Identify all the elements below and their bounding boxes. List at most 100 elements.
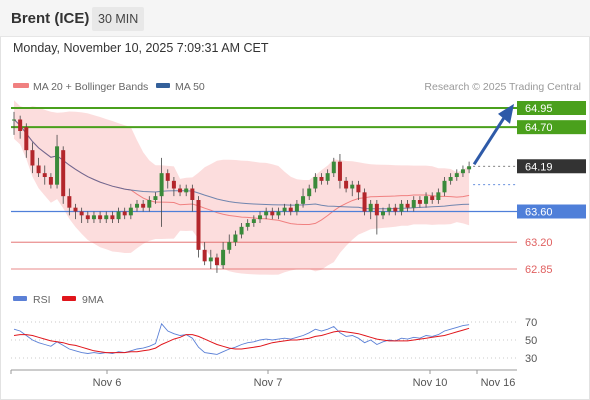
candle-body — [147, 200, 152, 208]
rsi-line — [13, 322, 470, 355]
candle-body — [24, 127, 29, 151]
bollinger-band-area — [14, 100, 470, 275]
forecast-arrow — [472, 103, 514, 166]
candle-body — [110, 215, 115, 220]
candle-body — [467, 166, 472, 170]
candle-body — [128, 207, 133, 216]
rsi-ma-legend-label: 9MA — [82, 294, 104, 306]
level-labels: 64.95 64.70 64.19 63.60 63.20 62.85 — [517, 101, 586, 276]
candle-body — [319, 177, 324, 181]
candle-body — [381, 211, 385, 216]
candle-body — [356, 184, 361, 193]
x-axis-label: Nov 10 — [413, 377, 448, 389]
bollinger-band — [14, 100, 470, 275]
timeframe-button[interactable]: 30 MIN — [92, 7, 145, 31]
candle-body — [208, 257, 213, 262]
pivot-label-box — [517, 204, 586, 219]
candle-body — [270, 211, 275, 216]
candle-body — [18, 119, 23, 131]
candle-body — [331, 161, 336, 174]
candle-body — [178, 188, 183, 193]
x-axis-label: Nov 6 — [93, 377, 122, 389]
candle-body — [258, 215, 262, 220]
candle-body — [417, 200, 422, 204]
pivot-label: 63.60 — [525, 207, 553, 219]
candle-body — [135, 203, 139, 208]
ma20-legend-label: MA 20 + Bollinger Bands — [33, 81, 148, 93]
candle-body — [374, 203, 379, 216]
x-axis-label: Nov 7 — [254, 377, 283, 389]
candle-body — [159, 173, 164, 197]
candle-body — [190, 188, 195, 200]
datetime-label: Monday, November 10, 2025 7:09:31 AM CET — [13, 41, 269, 55]
candle-body — [98, 215, 103, 220]
candle-body — [214, 257, 219, 266]
resistance-label: 64.70 — [525, 122, 553, 134]
candle-body — [436, 192, 441, 200]
candle-body — [368, 203, 373, 212]
x-axis-label: Nov 16 — [481, 377, 516, 389]
candle-body — [79, 211, 84, 216]
candle-body — [221, 249, 226, 266]
rsi-legend-swatch — [13, 296, 27, 301]
candle-body — [288, 207, 293, 212]
candle-body — [227, 242, 232, 250]
current-price-label: 64.19 — [525, 161, 553, 173]
candle-body — [85, 215, 90, 220]
resistance-label: 64.95 — [525, 103, 553, 115]
candle-body — [184, 188, 189, 193]
candle-body — [104, 215, 109, 220]
candle-body — [91, 215, 96, 220]
candle-body — [325, 173, 330, 181]
candle-body — [61, 150, 66, 197]
candle-body — [448, 177, 453, 181]
ma50-legend-swatch — [156, 83, 170, 88]
ma50-line — [13, 119, 470, 210]
x-axis: Nov 6 Nov 7 Nov 10 Nov 16 — [10, 370, 516, 389]
candle-body — [141, 203, 146, 208]
header-bar: Brent (ICE) 30 MIN — [0, 0, 590, 37]
candle-body — [36, 165, 41, 174]
candle-body — [245, 223, 250, 227]
rsi-ma-legend-swatch — [62, 296, 76, 301]
research-credit: Research © 2025 Trading Central — [424, 81, 581, 93]
candle-body — [42, 173, 47, 177]
candle-body — [122, 211, 127, 216]
key-levels — [11, 107, 517, 270]
candle-body — [153, 196, 158, 200]
rsi-tick-label: 30 — [525, 353, 537, 365]
current-price-box — [517, 159, 586, 174]
candle-body — [350, 184, 355, 189]
support-label: 63.20 — [525, 237, 553, 249]
candle-body — [239, 226, 244, 235]
rsi-ma-line — [13, 327, 470, 354]
candle-body — [165, 173, 170, 181]
candle-body — [387, 207, 392, 212]
candle-body — [362, 192, 367, 212]
candle-body — [276, 211, 281, 216]
candle-body — [233, 234, 238, 243]
support-label: 62.85 — [525, 264, 553, 276]
candle-body — [405, 203, 410, 208]
rsi-tick-label: 70 — [525, 317, 537, 329]
candle-body — [307, 188, 312, 197]
candle-body — [301, 196, 306, 204]
candle-body — [196, 200, 201, 250]
resistance-label-box — [517, 120, 586, 135]
candle-body — [251, 219, 256, 223]
candle-body — [442, 180, 447, 193]
candle-body — [411, 200, 416, 208]
candle-body — [294, 203, 299, 212]
candle-body — [454, 173, 459, 177]
rsi-panel: 70 50 30 — [11, 317, 537, 365]
candle-body — [48, 177, 53, 185]
candles — [12, 111, 472, 273]
candle-body — [202, 249, 207, 262]
candle-body — [393, 207, 398, 212]
candle-body — [282, 207, 287, 212]
ma20-legend-swatch — [13, 83, 29, 88]
candle-body — [73, 207, 78, 212]
candle-body — [171, 180, 176, 189]
moving-averages — [13, 119, 470, 225]
